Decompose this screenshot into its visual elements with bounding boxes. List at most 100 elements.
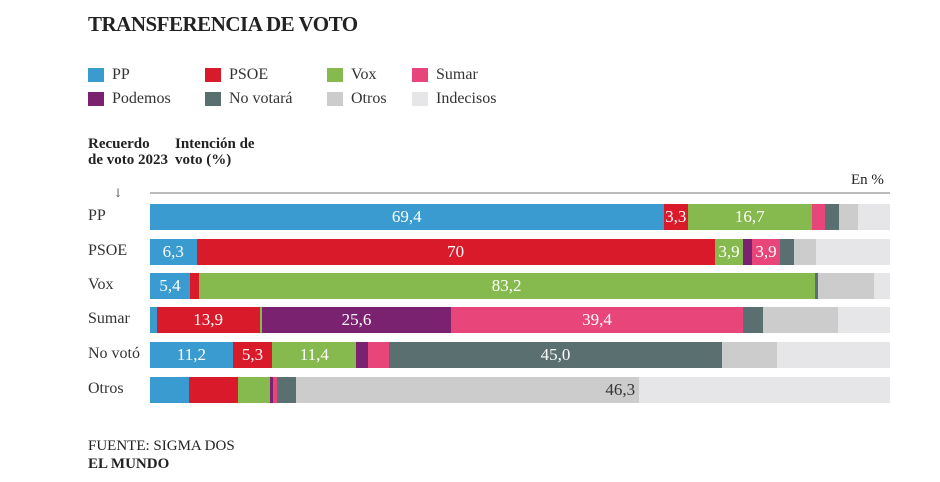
legend-item: Otros [327, 90, 387, 108]
bar-segment-podemos [356, 342, 369, 368]
data-label: 5,4 [159, 276, 181, 295]
bar-segment-vox: 83,2 [198, 273, 815, 299]
bar-segment-otros [818, 273, 875, 299]
bar-segment-no-votara [742, 307, 764, 333]
bar-segment-otros: 46,3 [296, 377, 640, 403]
category-label: No votó [88, 345, 140, 362]
legend-label: No votará [229, 90, 293, 107]
bar-segment-sumar: 39,4 [451, 307, 743, 333]
bar-segment-pp [150, 307, 157, 333]
bar-segment-psoe: 3,3 [663, 204, 688, 230]
legend-label: PSOE [229, 66, 269, 83]
bar-segment-no-votara: 45,0 [389, 342, 722, 368]
bar-segment-otros [722, 342, 777, 368]
bar-segment-vox: 11,4 [272, 342, 357, 368]
bar-segment-no-votara [824, 204, 839, 230]
data-label: 3,3 [665, 207, 687, 226]
bar-segment-podemos [269, 377, 273, 403]
bar-segment-otros [838, 204, 859, 230]
bar-segment-indecisos [874, 273, 890, 299]
bar-segment-no-votara [780, 239, 794, 265]
legend-swatch [205, 92, 221, 106]
stacked-bar: 69,4 3,3 16,7 [150, 204, 890, 230]
bar-segment-psoe [189, 273, 199, 299]
category-label: Vox [88, 276, 114, 293]
bar-segment-indecisos [838, 307, 890, 333]
legend-item: Sumar [412, 66, 478, 84]
legend-swatch [327, 92, 343, 106]
legend-swatch [412, 92, 428, 106]
bar-segment-indecisos [815, 239, 890, 265]
legend-label: Podemos [112, 90, 171, 107]
bar-segment-podemos: 25,6 [261, 307, 452, 333]
legend-swatch [327, 68, 343, 82]
data-label: 45,0 [540, 345, 571, 364]
data-label: 6,3 [162, 242, 184, 261]
legend-item: PSOE [205, 66, 268, 84]
bar-segment-pp [150, 377, 190, 403]
unit-note: En % [851, 172, 884, 188]
data-label: 39,4 [582, 310, 612, 329]
bar-segment-sumar [272, 377, 277, 403]
bar-segment-pp: 69,4 [150, 204, 664, 230]
bar-segment-pp: 6,3 [150, 239, 197, 265]
bar-segment-vox: 16,7 [687, 204, 812, 230]
stacked-bar: 6,3 70 3,9 3,9 [150, 239, 890, 265]
legend-swatch [412, 68, 428, 82]
legend-label: Sumar [436, 66, 478, 83]
legend-label: Otros [351, 90, 387, 107]
bar-segment-otros [763, 307, 839, 333]
y-axis-label: Recuerdo de voto 2023 [88, 136, 168, 168]
data-label: 25,6 [341, 310, 372, 329]
legend-item: Podemos [88, 90, 171, 108]
bar-segment-sumar [368, 342, 389, 368]
stacked-bar: 46,3 [150, 377, 890, 403]
chart-title: TRANSFERENCIA DE VOTO [88, 12, 358, 36]
legend-swatch [205, 68, 221, 82]
data-label: 69,4 [391, 207, 422, 226]
legend-swatch [88, 92, 104, 106]
category-label: PP [88, 207, 106, 224]
bar-segment-vox [238, 377, 270, 403]
stacked-bar: 11,2 5,3 11,4 45,0 [150, 342, 890, 368]
category-label: Sumar [88, 310, 130, 327]
legend-item: PP [88, 66, 130, 84]
brand-logo: EL MUNDO [88, 456, 170, 472]
legend-label: PP [112, 66, 130, 83]
bar-segment-psoe: 5,3 [232, 342, 273, 368]
category-label: PSOE [88, 242, 128, 259]
legend-label: Indecisos [436, 90, 497, 107]
bar-segment-sumar [811, 204, 825, 230]
stacked-bar: 5,4 83,2 [150, 273, 890, 299]
bar-segment-psoe: 13,9 [156, 307, 260, 333]
bar-segment-psoe [189, 377, 239, 403]
data-label: 46,3 [605, 380, 636, 399]
legend-label: Vox [351, 66, 377, 83]
bar-segment-otros [793, 239, 816, 265]
data-label: 13,9 [193, 310, 223, 329]
bar-segment-sumar: 3,9 [751, 239, 781, 265]
bar-segment-vox: 3,9 [714, 239, 744, 265]
bar-segment-psoe: 70 [196, 239, 715, 265]
bar-segment-no-votara [276, 377, 297, 403]
data-label: 16,7 [734, 207, 765, 226]
bar-segment-vox [259, 307, 262, 333]
bar-segment-no-votara [814, 273, 819, 299]
data-label: 11,2 [176, 345, 206, 364]
bar-segment-indecisos [639, 377, 890, 403]
arrow-down-icon: ↓ [113, 186, 124, 200]
x-axis-label: Intención de voto (%) [175, 136, 255, 168]
source: FUENTE: SIGMA DOS [88, 438, 235, 454]
bar-segment-podemos [743, 239, 752, 265]
divider [150, 192, 890, 194]
legend-item: Indecisos [412, 90, 496, 108]
data-label: 83,2 [491, 276, 522, 295]
bar-segment-indecisos [858, 204, 890, 230]
data-label: 11,4 [299, 345, 329, 364]
data-label: 3,9 [718, 242, 740, 261]
data-label: 3,9 [755, 242, 777, 261]
bar-segment-pp: 5,4 [150, 273, 190, 299]
legend-item: Vox [327, 66, 377, 84]
data-label: 5,3 [241, 345, 264, 364]
bar-segment-indecisos [776, 342, 890, 368]
